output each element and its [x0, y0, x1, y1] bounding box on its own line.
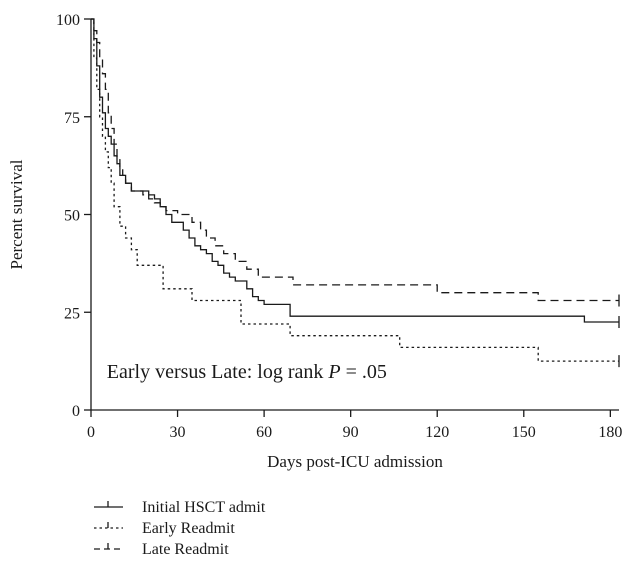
- series-line: [91, 18, 619, 362]
- legend-label: Early Readmit: [142, 520, 235, 537]
- x-tick-label: 30: [170, 424, 186, 441]
- x-tick-label: 120: [425, 424, 449, 441]
- x-tick-label: 90: [343, 424, 359, 441]
- y-ticks: 0 25 50 75 100: [56, 12, 91, 420]
- x-tick-label: 0: [87, 424, 95, 441]
- plot-series: [91, 18, 620, 368]
- legend-label: Late Readmit: [142, 541, 229, 558]
- x-tick-label: 60: [256, 424, 272, 441]
- annotation-prefix: Early versus Late: log rank: [107, 361, 329, 383]
- series-line: [91, 18, 619, 302]
- y-tick-label: 75: [64, 110, 80, 127]
- y-tick-label: 50: [64, 208, 80, 225]
- y-tick-label: 100: [56, 12, 80, 29]
- annotation-p: P: [327, 361, 340, 383]
- annotation-suffix: = .05: [341, 361, 387, 383]
- y-tick-label: 25: [64, 305, 80, 322]
- y-axis-title: Percent survival: [7, 159, 26, 269]
- log-rank-annotation: Early versus Late: log rank P = .05: [107, 361, 387, 383]
- x-tick-label: 180: [598, 424, 622, 441]
- x-axis-title: Days post-ICU admission: [267, 452, 443, 471]
- x-ticks: 0 30 60 90 120 150 180: [87, 410, 622, 441]
- y-tick-label: 0: [72, 403, 80, 420]
- legend: Initial HSCT admit Early Readmit Late Read…: [94, 499, 266, 558]
- x-tick-label: 150: [512, 424, 536, 441]
- series-line: [91, 18, 619, 323]
- legend-label: Initial HSCT admit: [142, 499, 266, 516]
